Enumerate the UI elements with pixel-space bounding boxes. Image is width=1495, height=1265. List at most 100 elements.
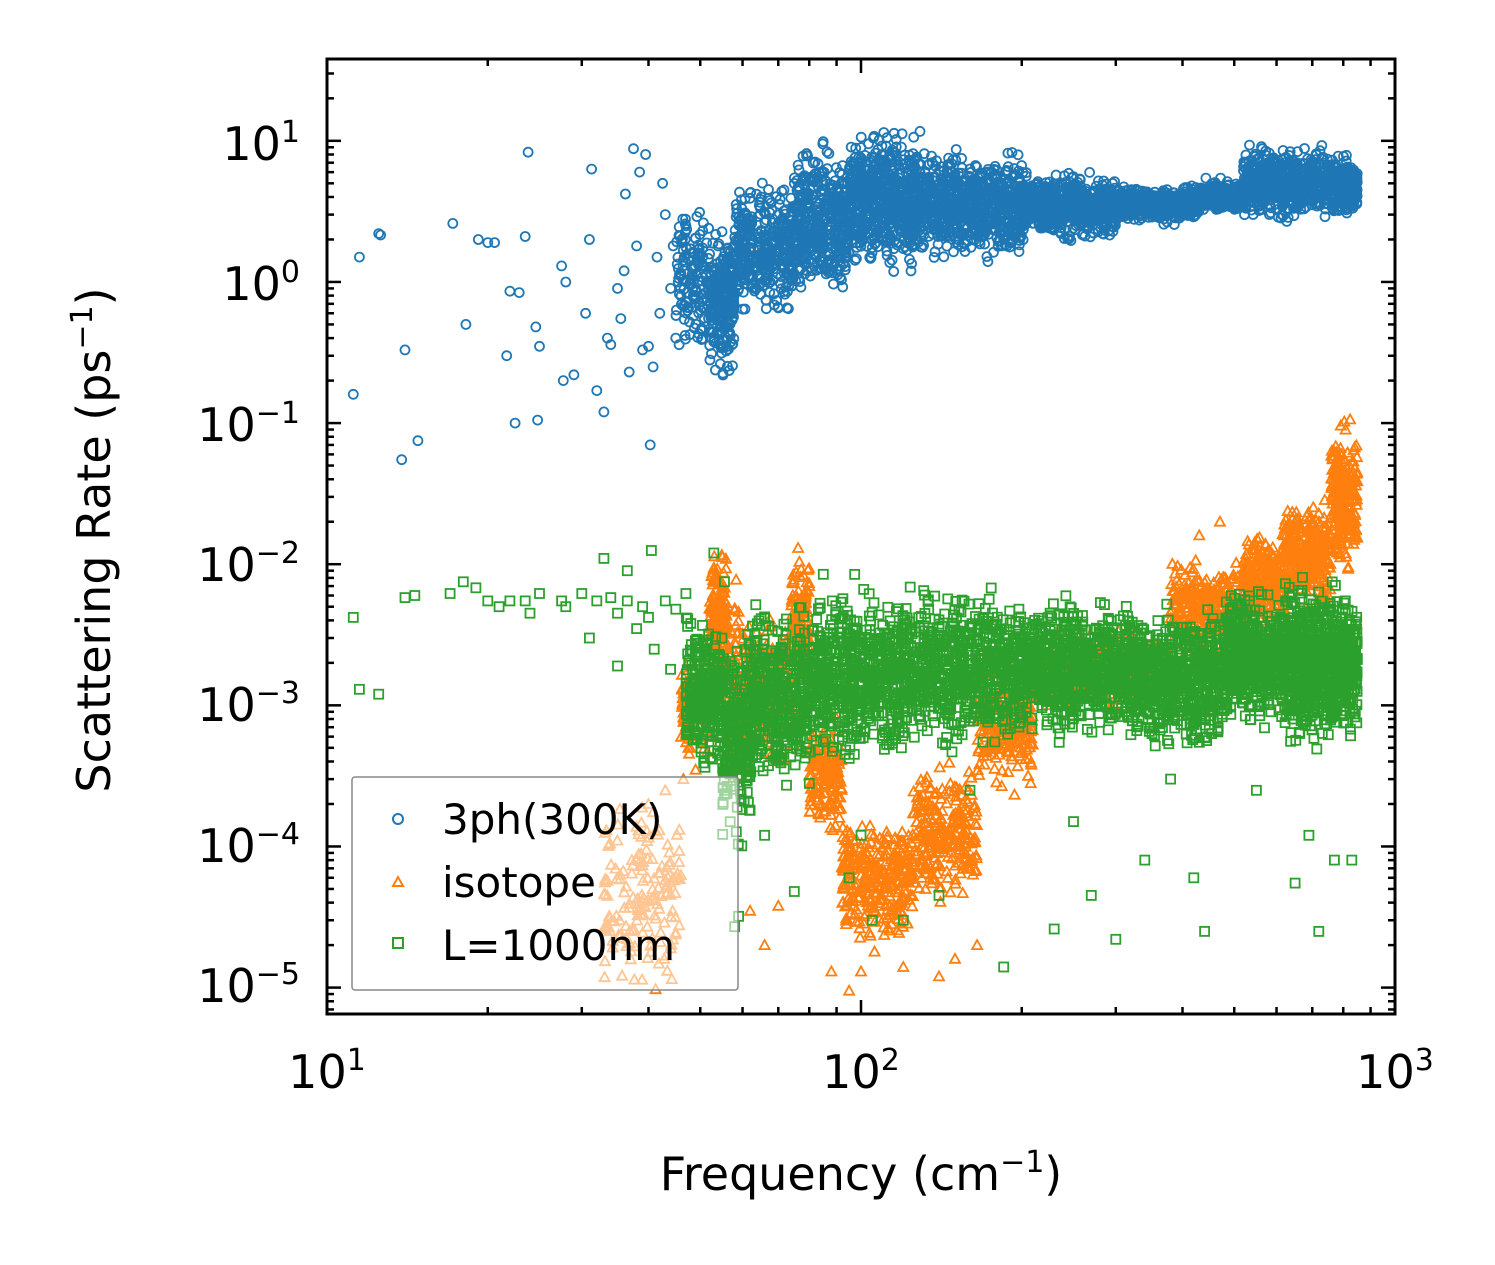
point-3ph300k xyxy=(347,388,359,400)
point-3ph300k xyxy=(584,234,595,245)
point-3ph300k xyxy=(568,369,580,381)
point-3ph300k xyxy=(716,226,728,238)
point-3ph300k xyxy=(708,336,720,348)
point-3ph300k xyxy=(713,283,725,295)
point-3ph300k xyxy=(756,177,768,189)
point-3ph300k xyxy=(760,303,772,315)
point-3ph300k xyxy=(557,375,569,387)
point-3ph300k xyxy=(1084,166,1095,178)
point-3ph300k xyxy=(697,225,709,237)
point-3ph300k xyxy=(914,125,926,137)
point-3ph300k xyxy=(719,331,731,343)
point-3ph300k xyxy=(509,417,521,429)
point-3ph300k xyxy=(522,146,534,158)
point-3ph300k xyxy=(396,454,408,466)
point-3ph300k xyxy=(724,302,735,314)
point-3ph300k xyxy=(724,330,736,341)
point-3ph300k xyxy=(704,354,716,366)
point-3ph300k xyxy=(708,308,720,320)
point-3ph300k xyxy=(691,211,703,223)
point-3ph300k xyxy=(704,248,715,260)
point-3ph300k xyxy=(1200,172,1212,184)
point-3ph300k xyxy=(706,276,718,288)
point-3ph300k xyxy=(673,221,685,233)
point-3ph300k xyxy=(707,262,719,274)
point-3ph300k xyxy=(713,294,725,306)
point-3ph300k xyxy=(665,282,676,294)
point-3ph300k xyxy=(612,282,623,294)
point-3ph300k xyxy=(659,209,671,221)
point-3ph300k xyxy=(586,163,597,175)
point-3ph300k xyxy=(706,326,718,338)
point-3ph300k xyxy=(620,188,631,200)
point-3ph300k xyxy=(556,260,567,272)
point-3ph300k xyxy=(598,406,610,418)
point-3ph300k xyxy=(676,298,687,310)
point-3ph300k xyxy=(948,246,959,258)
point-3ph300k xyxy=(672,251,684,263)
point-3ph300k xyxy=(530,321,542,333)
plot-points xyxy=(347,125,1364,996)
point-3ph300k xyxy=(715,342,727,354)
point-3ph300k xyxy=(677,300,689,312)
point-3ph300k xyxy=(713,238,725,250)
point-3ph300k xyxy=(723,319,734,331)
point-3ph300k xyxy=(795,281,807,293)
point-3ph300k xyxy=(670,310,682,321)
point-3ph300k xyxy=(671,258,683,270)
point-3ph300k xyxy=(706,348,717,360)
point-3ph300k xyxy=(739,303,751,315)
point-3ph300k xyxy=(680,242,692,254)
point-3ph300k xyxy=(685,272,697,284)
point-3ph300k xyxy=(674,288,685,300)
point-3ph300k xyxy=(519,231,531,242)
point-3ph300k xyxy=(928,251,940,263)
point-3ph300k xyxy=(651,251,663,263)
point-3ph300k xyxy=(678,313,690,325)
point-3ph300k xyxy=(634,166,645,178)
point-3ph300k xyxy=(628,143,639,155)
point-3ph300k xyxy=(447,217,459,229)
point-3ph300k xyxy=(560,276,572,288)
point-3ph300k xyxy=(591,385,603,397)
point-3ph300k xyxy=(680,213,691,225)
point-3ph300k xyxy=(618,265,630,277)
point-3ph300k xyxy=(719,261,730,273)
point-3ph300k xyxy=(501,350,513,362)
point-3ph300k xyxy=(697,242,708,254)
point-3ph300k xyxy=(956,152,967,164)
point-3ph300k xyxy=(640,149,651,160)
point-3ph300k xyxy=(677,244,689,256)
point-3ph300k xyxy=(534,340,545,352)
point-3ph300k xyxy=(690,232,701,244)
point-3ph300k xyxy=(513,287,525,299)
point-3ph300k xyxy=(689,322,700,334)
point-3ph300k xyxy=(504,285,516,297)
point-3ph300k xyxy=(950,144,962,155)
point-3ph300k xyxy=(690,284,702,296)
point-3ph300k xyxy=(353,251,365,263)
point-3ph300k xyxy=(689,294,701,306)
point-3ph300k xyxy=(654,307,666,319)
point-3ph300k xyxy=(888,266,900,277)
point-3ph300k xyxy=(679,329,691,341)
point-3ph300k xyxy=(706,284,718,296)
point-3ph300k xyxy=(623,366,635,378)
point-3ph300k xyxy=(615,313,627,325)
point-3ph300k xyxy=(773,302,784,314)
point-3ph300k xyxy=(631,240,642,252)
point-3ph300k xyxy=(644,439,656,451)
point-3ph300k xyxy=(855,131,867,143)
point-3ph300k xyxy=(760,294,772,306)
point-3ph300k xyxy=(710,228,722,240)
point-3ph300k xyxy=(412,435,424,447)
point-3ph300k xyxy=(1013,246,1025,258)
point-3ph300k xyxy=(532,414,543,426)
point-3ph300k xyxy=(399,344,411,356)
point-3ph300k xyxy=(722,360,733,372)
point-3ph300k xyxy=(647,361,659,373)
point-3ph300k xyxy=(698,217,709,229)
point-3ph300k xyxy=(715,358,726,370)
point-3ph300k xyxy=(580,307,591,319)
